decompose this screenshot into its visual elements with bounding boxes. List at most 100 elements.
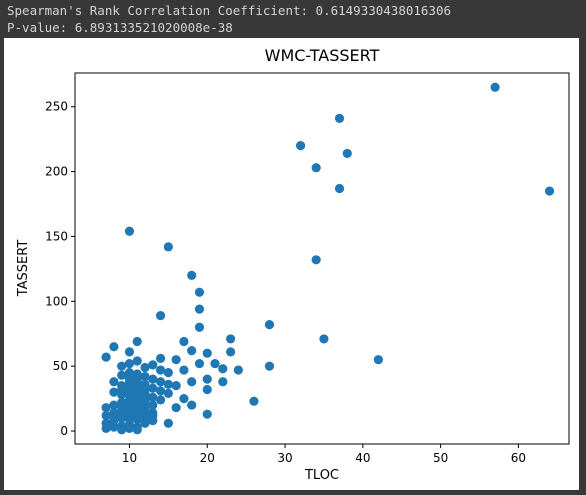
data-point bbox=[374, 355, 383, 364]
data-point bbox=[117, 371, 126, 380]
data-point bbox=[164, 380, 173, 389]
data-point bbox=[125, 359, 134, 368]
data-point bbox=[265, 362, 274, 371]
data-point bbox=[148, 375, 157, 384]
x-axis-label: TLOC bbox=[304, 468, 339, 483]
y-tick-label: 100 bbox=[45, 294, 68, 308]
y-tick-label: 50 bbox=[53, 359, 68, 373]
data-point bbox=[125, 227, 134, 236]
x-tick-label: 30 bbox=[277, 451, 292, 465]
chart-title: WMC-TASSERT bbox=[265, 46, 380, 65]
data-point bbox=[133, 386, 142, 395]
data-point bbox=[109, 423, 118, 432]
plot-figure: WMC-TASSERT 10 20 30 40 50 60 0 50 100 150 200 250 … bbox=[4, 38, 579, 490]
data-point bbox=[203, 385, 212, 394]
data-point bbox=[164, 389, 173, 398]
data-point bbox=[195, 304, 204, 313]
data-point bbox=[156, 354, 165, 363]
data-point bbox=[179, 394, 188, 403]
correlation-output-line: Spearman's Rank Correlation Coefficient:… bbox=[7, 3, 451, 18]
data-point bbox=[125, 347, 134, 356]
data-point bbox=[125, 375, 134, 384]
data-point bbox=[117, 362, 126, 371]
data-point bbox=[210, 359, 219, 368]
data-point bbox=[319, 334, 328, 343]
data-point bbox=[226, 334, 235, 343]
data-point bbox=[265, 320, 274, 329]
data-point bbox=[179, 337, 188, 346]
x-tick-label: 20 bbox=[200, 451, 215, 465]
data-point bbox=[109, 342, 118, 351]
y-tick-label: 200 bbox=[45, 165, 68, 179]
data-point bbox=[179, 365, 188, 374]
data-point bbox=[102, 352, 111, 361]
data-point bbox=[117, 402, 126, 411]
x-tick-label: 50 bbox=[433, 451, 448, 465]
y-tick-label: 0 bbox=[60, 424, 68, 438]
data-point bbox=[195, 359, 204, 368]
data-point bbox=[164, 368, 173, 377]
data-point bbox=[156, 386, 165, 395]
data-point bbox=[156, 377, 165, 386]
y-tick-label: 150 bbox=[45, 229, 68, 243]
y-tick-label: 250 bbox=[45, 100, 68, 114]
data-point bbox=[140, 363, 149, 372]
data-point bbox=[312, 163, 321, 172]
data-point bbox=[187, 377, 196, 386]
data-point bbox=[234, 365, 243, 374]
data-point bbox=[203, 375, 212, 384]
data-point bbox=[164, 419, 173, 428]
data-point bbox=[312, 255, 321, 264]
data-point bbox=[172, 403, 181, 412]
data-point bbox=[133, 337, 142, 346]
data-point bbox=[187, 400, 196, 409]
data-point bbox=[187, 346, 196, 355]
y-axis-label: TASSERT bbox=[16, 240, 31, 298]
data-point bbox=[249, 397, 258, 406]
data-point bbox=[125, 399, 134, 408]
scatter-chart: WMC-TASSERT 10 20 30 40 50 60050100150200250 … bbox=[4, 38, 579, 490]
data-point bbox=[203, 410, 212, 419]
data-point bbox=[133, 373, 142, 382]
x-tick-label: 60 bbox=[511, 451, 526, 465]
data-point bbox=[203, 349, 212, 358]
data-point bbox=[226, 347, 235, 356]
data-point bbox=[335, 184, 344, 193]
data-point bbox=[140, 419, 149, 428]
x-tick-label: 10 bbox=[122, 451, 137, 465]
data-point bbox=[156, 365, 165, 374]
x-tick-label: 40 bbox=[355, 451, 370, 465]
data-point bbox=[102, 424, 111, 433]
data-point bbox=[109, 413, 118, 422]
data-point bbox=[140, 408, 149, 417]
data-point bbox=[172, 381, 181, 390]
data-point bbox=[117, 425, 126, 434]
data-point bbox=[490, 83, 499, 92]
data-point bbox=[109, 377, 118, 386]
data-point bbox=[148, 416, 157, 425]
data-point bbox=[156, 395, 165, 404]
pvalue-output-line: P-value: 6.893133521020008e-38 bbox=[7, 20, 233, 35]
data-point bbox=[140, 384, 149, 393]
data-point bbox=[117, 385, 126, 394]
data-point bbox=[109, 388, 118, 397]
data-point bbox=[187, 271, 196, 280]
data-point bbox=[335, 114, 344, 123]
data-point bbox=[133, 356, 142, 365]
data-point bbox=[343, 149, 352, 158]
data-point bbox=[218, 377, 227, 386]
data-point bbox=[156, 311, 165, 320]
data-point bbox=[148, 360, 157, 369]
data-point bbox=[133, 411, 142, 420]
data-point bbox=[296, 141, 305, 150]
data-point bbox=[172, 355, 181, 364]
data-point bbox=[218, 364, 227, 373]
data-point bbox=[195, 323, 204, 332]
data-point bbox=[133, 425, 142, 434]
data-point bbox=[125, 424, 134, 433]
data-point bbox=[545, 186, 554, 195]
data-point bbox=[164, 242, 173, 251]
data-point bbox=[195, 288, 204, 297]
data-point bbox=[125, 415, 134, 424]
